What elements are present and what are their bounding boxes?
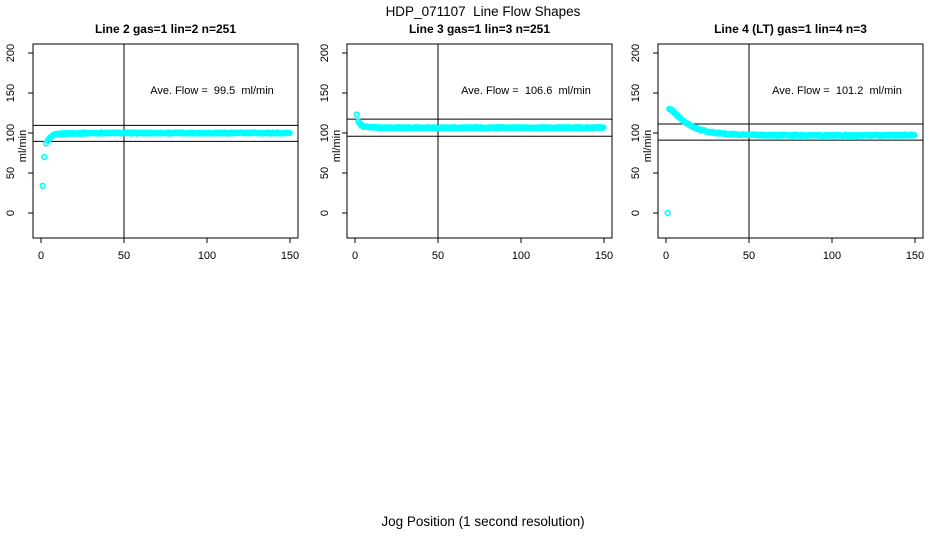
panel-1-ave-flow-annotation: Ave. Flow = 99.5 ml/min <box>150 85 274 97</box>
panel-3-data-point <box>664 209 671 217</box>
panel-1-y-tick-label: 200 <box>5 44 17 62</box>
panel-1-data-point <box>39 182 46 190</box>
panel-3-x-tick-label: 50 <box>743 250 755 262</box>
x-axis-label: Jog Position (1 second resolution) <box>381 514 585 529</box>
panel-2-x-tick-label: 0 <box>352 250 358 262</box>
chart-main-title: HDP_071107 Line Flow Shapes <box>385 4 581 19</box>
panel-2-ave-flow-annotation: Ave. Flow = 106.6 ml/min <box>461 85 591 97</box>
panel-3-y-tick-label: 50 <box>630 167 642 179</box>
panel-1-x-tick-label: 150 <box>281 250 299 262</box>
panel-2-y-tick-label: 50 <box>319 167 331 179</box>
panel-3-y-tick-label: 200 <box>630 44 642 62</box>
panel-3-y-tick-label: 100 <box>630 124 642 142</box>
panel-1-data-point <box>41 153 48 161</box>
panel-3-x-tick-label: 100 <box>823 250 841 262</box>
panel-1-y-tick-label: 150 <box>5 84 17 102</box>
panel-3-y-axis-unit: ml/min <box>642 130 654 162</box>
panel-2-y-tick-label: 0 <box>319 210 331 216</box>
panel-3-x-tick-label: 150 <box>906 250 924 262</box>
panel-3-title: Line 4 (LT) gas=1 lin=4 n=3 <box>714 22 867 36</box>
panel-2-data-point <box>353 111 360 118</box>
panel-1-title: Line 2 gas=1 lin=2 n=251 <box>95 22 236 36</box>
panel-3-data-point <box>911 131 918 139</box>
panel-1-x-tick-label: 0 <box>38 250 44 262</box>
panel-2-y-tick-label: 200 <box>319 44 331 62</box>
panel-2-x-tick-label: 50 <box>432 250 444 262</box>
panel-1-y-tick-label: 0 <box>5 210 17 216</box>
panel-3-y-tick-label: 0 <box>630 210 642 216</box>
panel-2-box <box>346 43 613 239</box>
panel-1-y-tick-label: 100 <box>5 124 17 142</box>
panel-3-y-tick-label: 150 <box>630 84 642 102</box>
panel-3-ave-flow-annotation: Ave. Flow = 101.2 ml/min <box>772 85 902 97</box>
panel-1-y-tick-label: 50 <box>5 167 17 179</box>
panel-2-x-tick-label: 100 <box>512 250 530 262</box>
panel-1-x-tick-label: 100 <box>198 250 216 262</box>
panel-2-y-tick-label: 100 <box>319 124 331 142</box>
panel-2-y-axis-unit: ml/min <box>331 130 343 162</box>
panel-3-x-tick-label: 0 <box>663 250 669 262</box>
panel-2-data-point <box>600 124 607 131</box>
panel-1-x-tick-label: 50 <box>118 250 130 262</box>
panel-2-x-tick-label: 150 <box>595 250 613 262</box>
panel-1-data-point <box>286 129 293 137</box>
panel-1-y-axis-unit: ml/min <box>17 130 29 162</box>
panel-2-title: Line 3 gas=1 lin=3 n=251 <box>409 22 550 36</box>
panel-2-y-tick-label: 150 <box>319 84 331 102</box>
panel-3-box <box>657 43 924 239</box>
